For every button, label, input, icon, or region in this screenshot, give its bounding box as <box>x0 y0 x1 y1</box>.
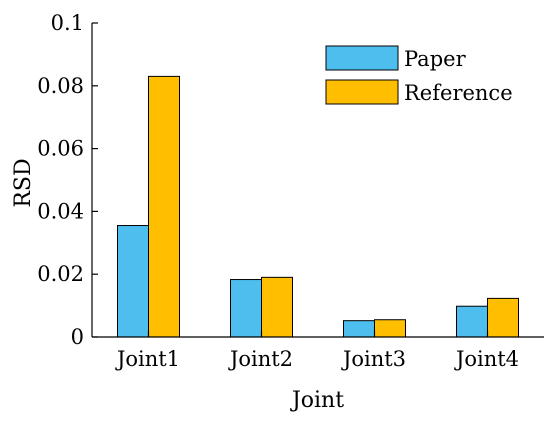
x-tick-label: Joint2 <box>228 347 293 371</box>
x-axis-title: Joint <box>290 388 344 413</box>
bar-paper-joint4 <box>456 305 488 338</box>
y-tick-label: 0.08 <box>37 74 84 98</box>
x-tick-label: Joint1 <box>115 347 180 371</box>
bar-paper-joint1 <box>117 225 149 338</box>
x-tick-label: Joint4 <box>454 347 519 371</box>
y-tick-label: 0.02 <box>37 262 84 286</box>
y-tick-label: 0.06 <box>37 137 84 161</box>
y-tick-label: 0.1 <box>51 11 84 35</box>
bar-paper-joint3 <box>343 320 375 338</box>
bar-reference-joint4 <box>487 297 519 338</box>
bar-paper-joint2 <box>230 279 262 338</box>
x-tick-label: Joint3 <box>341 347 406 371</box>
bar-reference-joint3 <box>374 319 406 338</box>
legend: Paper Reference <box>325 45 513 105</box>
bars-layer <box>117 75 519 338</box>
bar-reference-joint2 <box>261 276 293 338</box>
legend-swatch-paper <box>325 45 399 71</box>
legend-label-reference: Reference <box>404 81 513 105</box>
axes-layer <box>91 23 544 338</box>
y-tick-label: 0 <box>71 325 84 349</box>
legend-swatch-reference <box>325 79 399 105</box>
bar-reference-joint1 <box>148 75 180 338</box>
legend-label-paper: Paper <box>404 47 467 71</box>
y-tick-label: 0.04 <box>37 199 84 223</box>
ticks-layer: 0 0.02 0.04 0.06 0.08 0.1 Joint1 Joint2 Joint3 Jo… <box>37 11 519 371</box>
y-axis-title: RSD <box>11 158 36 207</box>
